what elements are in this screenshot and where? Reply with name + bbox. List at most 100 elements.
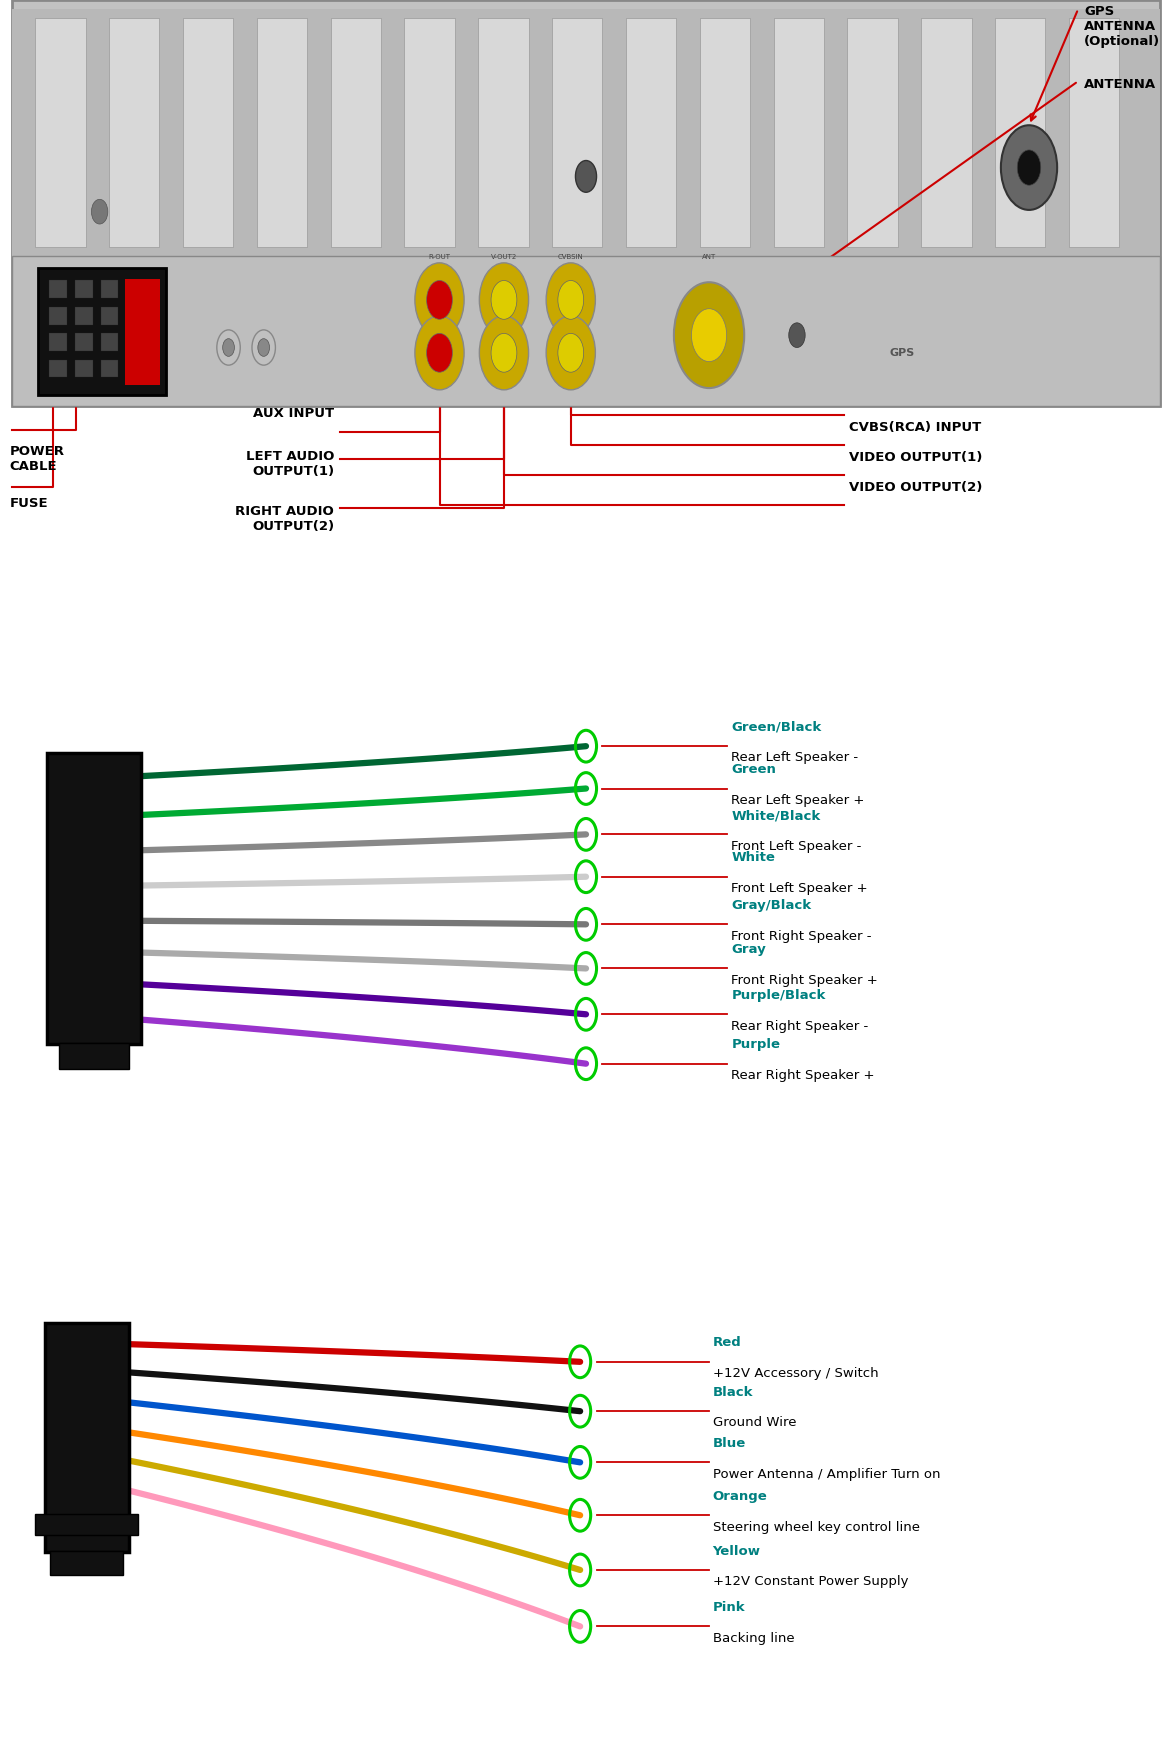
Bar	[183, 18, 233, 247]
Bar	[552, 18, 602, 247]
Text: GPS: GPS	[890, 348, 915, 358]
Circle shape	[427, 280, 452, 319]
Text: Yellow: Yellow	[713, 1545, 761, 1558]
Bar	[331, 18, 381, 247]
Circle shape	[491, 280, 517, 319]
Bar	[109, 18, 159, 247]
Circle shape	[479, 316, 529, 390]
Text: Blue: Blue	[713, 1438, 745, 1450]
Text: VIDEO OUTPUT(2): VIDEO OUTPUT(2)	[849, 482, 982, 494]
Bar	[38, 268, 166, 395]
Bar	[12, 0, 1160, 406]
Text: POWER
CABLE: POWER CABLE	[9, 445, 64, 473]
Bar	[774, 18, 824, 247]
Bar	[626, 18, 676, 247]
Bar	[995, 18, 1045, 247]
Bar	[478, 18, 529, 247]
Bar	[75, 333, 93, 351]
Text: Purple/Black: Purple/Black	[731, 990, 826, 1002]
Circle shape	[674, 282, 744, 388]
Circle shape	[558, 333, 584, 372]
Circle shape	[558, 280, 584, 319]
Bar	[49, 360, 67, 377]
Text: Rear Left Speaker -: Rear Left Speaker -	[731, 751, 858, 764]
Text: White/Black: White/Black	[731, 810, 820, 822]
Circle shape	[1017, 150, 1041, 185]
Bar	[700, 18, 750, 247]
Bar	[49, 280, 67, 298]
Circle shape	[252, 330, 275, 365]
Bar	[35, 1514, 138, 1535]
Bar	[101, 307, 118, 325]
Text: ANTENNA: ANTENNA	[1084, 78, 1157, 90]
Circle shape	[691, 309, 727, 362]
Circle shape	[415, 316, 464, 390]
Bar	[257, 18, 307, 247]
Circle shape	[546, 316, 595, 390]
Circle shape	[415, 263, 464, 337]
Bar	[35, 18, 86, 247]
Bar	[101, 280, 118, 298]
Circle shape	[427, 333, 452, 372]
Circle shape	[491, 333, 517, 372]
Text: +12V Accessory / Switch: +12V Accessory / Switch	[713, 1367, 878, 1379]
Text: White: White	[731, 852, 775, 864]
Bar	[1069, 18, 1119, 247]
Bar	[49, 333, 67, 351]
Bar	[50, 1551, 123, 1575]
Bar	[125, 279, 159, 385]
Circle shape	[91, 199, 108, 224]
Bar	[45, 1323, 129, 1552]
Text: Front Left Speaker +: Front Left Speaker +	[731, 882, 868, 894]
Text: GPS
ANTENNA
(Optional): GPS ANTENNA (Optional)	[1084, 5, 1160, 48]
Text: Rear Left Speaker +: Rear Left Speaker +	[731, 794, 865, 806]
Bar	[49, 307, 67, 325]
Text: Front Right Speaker -: Front Right Speaker -	[731, 930, 872, 942]
Text: Gray/Black: Gray/Black	[731, 900, 811, 912]
Bar	[921, 18, 972, 247]
Text: Rear Right Speaker -: Rear Right Speaker -	[731, 1020, 868, 1032]
Text: R-OUT: R-OUT	[429, 254, 450, 261]
Bar	[101, 360, 118, 377]
Text: Green: Green	[731, 764, 776, 776]
Text: Rear Right Speaker +: Rear Right Speaker +	[731, 1069, 874, 1081]
Circle shape	[223, 339, 234, 356]
Bar	[75, 360, 93, 377]
Bar	[847, 18, 898, 247]
Bar	[12, 256, 1160, 406]
Bar	[47, 753, 141, 1044]
Text: Ground Wire: Ground Wire	[713, 1416, 796, 1429]
Circle shape	[258, 339, 270, 356]
Text: AUX INPUT: AUX INPUT	[253, 407, 334, 420]
Text: V-OUT2: V-OUT2	[491, 254, 517, 261]
Text: LEFT AUDIO
OUTPUT(1): LEFT AUDIO OUTPUT(1)	[246, 450, 334, 478]
Text: Backing line: Backing line	[713, 1632, 795, 1644]
Text: +12V Constant Power Supply: +12V Constant Power Supply	[713, 1575, 908, 1588]
Bar	[75, 280, 93, 298]
Text: CVBS(RCA) INPUT: CVBS(RCA) INPUT	[849, 422, 981, 434]
Text: RIGHT AUDIO
OUTPUT(2): RIGHT AUDIO OUTPUT(2)	[236, 505, 334, 533]
Text: Pink: Pink	[713, 1602, 745, 1614]
Text: VIDEO OUTPUT(1): VIDEO OUTPUT(1)	[849, 452, 982, 464]
Bar	[404, 18, 455, 247]
Text: Front Right Speaker +: Front Right Speaker +	[731, 974, 878, 986]
Text: Purple: Purple	[731, 1039, 781, 1051]
Bar	[12, 9, 1160, 265]
Text: Red: Red	[713, 1337, 742, 1349]
Circle shape	[217, 330, 240, 365]
Text: Steering wheel key control line: Steering wheel key control line	[713, 1521, 920, 1533]
Text: Front Left Speaker -: Front Left Speaker -	[731, 840, 861, 852]
Circle shape	[1001, 125, 1057, 210]
Circle shape	[575, 161, 597, 192]
Text: Gray: Gray	[731, 944, 766, 956]
Circle shape	[479, 263, 529, 337]
Text: Green/Black: Green/Black	[731, 721, 822, 734]
Text: Orange: Orange	[713, 1491, 768, 1503]
Bar	[75, 307, 93, 325]
Text: Power Antenna / Amplifier Turn on: Power Antenna / Amplifier Turn on	[713, 1468, 940, 1480]
Bar	[101, 333, 118, 351]
Text: CVBSIN: CVBSIN	[558, 254, 584, 261]
Bar	[59, 1043, 129, 1069]
Circle shape	[546, 263, 595, 337]
Text: Black: Black	[713, 1387, 754, 1399]
